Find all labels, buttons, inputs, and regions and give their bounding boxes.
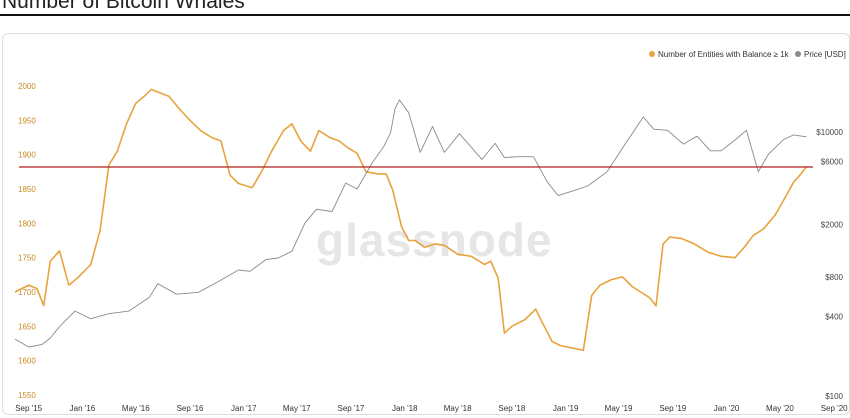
chart-card: glassnode 1550 1600 1650 1700 1750 1800 1850 19… <box>2 33 850 415</box>
right-tick-label: $400 <box>825 313 843 322</box>
title-strip: Number of Bitcoin Whales <box>0 0 850 16</box>
x-tick-label: Jan '16 <box>70 404 96 413</box>
right-tick-label: $10000 <box>816 128 843 137</box>
entities-series-line <box>14 88 808 352</box>
left-tick-label: 1600 <box>18 357 36 366</box>
series-layer <box>14 88 808 352</box>
legend-label-entities[interactable]: Number of Entities with Balance ≥ 1k <box>658 50 790 59</box>
right-tick-label: $2000 <box>821 220 844 229</box>
x-tick-label: Jan '18 <box>392 404 418 413</box>
x-tick-label: Jan '20 <box>714 404 740 413</box>
left-tick-label: 1900 <box>18 151 36 160</box>
x-tick-label: May '16 <box>122 404 150 413</box>
x-tick-label: Sep '19 <box>659 404 686 413</box>
legend: Number of Entities with Balance ≥ 1k Pri… <box>649 50 846 59</box>
legend-dot-price <box>795 51 801 57</box>
x-tick-label: May '17 <box>283 404 311 413</box>
right-tick-label: $800 <box>825 273 843 282</box>
right-tick-label: $6000 <box>821 157 844 166</box>
left-tick-label: 1750 <box>18 254 36 263</box>
x-tick-label: May '20 <box>766 404 794 413</box>
price-series-line <box>14 99 807 348</box>
x-tick-label: Sep '15 <box>15 404 42 413</box>
x-axis-ticks: Sep '15 Jan '16 May '16 Sep '16 Jan '17 May '… <box>15 404 848 413</box>
left-axis-ticks: 1550 1600 1650 1700 1750 1800 1850 1900 1950 2000 <box>18 82 36 400</box>
x-tick-label: Jan '19 <box>553 404 579 413</box>
x-tick-label: May '18 <box>444 404 472 413</box>
whales-chart: glassnode 1550 1600 1650 1700 1750 1800 1850 19… <box>14 50 848 413</box>
left-tick-label: 2000 <box>18 82 36 91</box>
x-tick-label: Sep '18 <box>498 404 525 413</box>
left-tick-label: 1950 <box>18 116 36 125</box>
legend-label-price[interactable]: Price [USD] <box>804 50 846 59</box>
left-tick-label: 1700 <box>18 288 36 297</box>
left-tick-label: 1850 <box>18 185 36 194</box>
x-tick-label: Sep '20 <box>821 404 848 413</box>
x-tick-label: Jan '17 <box>231 404 257 413</box>
right-tick-label: $100 <box>825 392 843 401</box>
x-tick-label: Sep '16 <box>177 404 204 413</box>
left-tick-label: 1650 <box>18 322 36 331</box>
watermark-text: glassnode <box>316 214 553 266</box>
x-tick-label: Sep '17 <box>338 404 365 413</box>
right-axis-ticks: $100 $400 $800 $2000 $6000 $10000 <box>816 128 843 401</box>
left-tick-label: 1800 <box>18 219 36 228</box>
page-title: Number of Bitcoin Whales <box>2 0 245 13</box>
x-tick-label: May '19 <box>605 404 633 413</box>
legend-dot-entities <box>649 51 655 57</box>
left-tick-label: 1550 <box>18 391 36 400</box>
